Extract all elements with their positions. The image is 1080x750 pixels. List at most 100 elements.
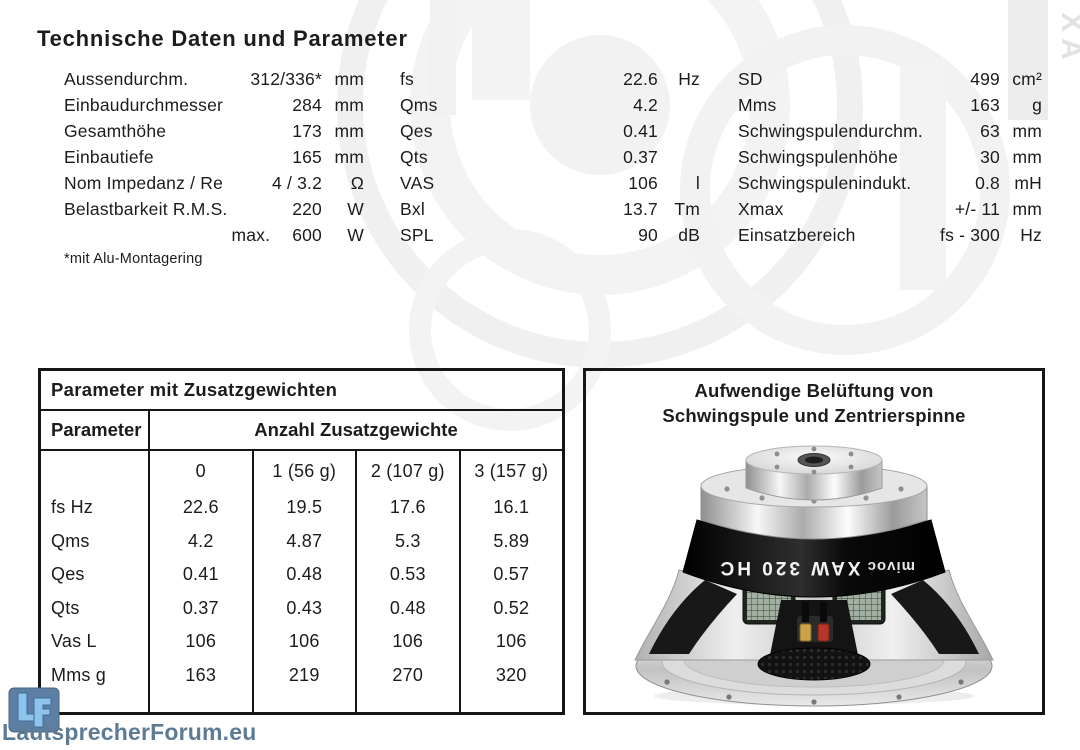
table-value-cell: 0.48 — [251, 558, 356, 592]
spec-label: Einbautiefe — [64, 146, 154, 167]
spec-unit: W — [347, 224, 364, 245]
table-row: fs Hz 22.6 19.5 17.6 16.1 — [41, 491, 562, 525]
weights-table-group-header: Anzahl Zusatzgewichte — [148, 411, 562, 449]
spec-value: 106 — [628, 172, 658, 193]
spec-label: max. — [231, 224, 271, 245]
table-value-cell: 0.48 — [355, 591, 459, 625]
table-value-cell: 4.2 — [148, 524, 252, 558]
weights-subheader-cell: 2 (107 g) — [355, 451, 459, 491]
photo-caption-line1: Aufwendige Belüftung von — [694, 380, 934, 401]
spec-label: Schwingspulendurchm. — [738, 120, 923, 141]
spec-row: Gesamthöhe 173 mm — [64, 118, 364, 144]
table-value-cell: 5.3 — [355, 524, 459, 558]
spec-value: +/- 11 — [954, 198, 1000, 219]
spec-row: VAS 106 l — [400, 170, 700, 196]
spec-unit: l — [695, 172, 700, 193]
table-param-cell: Qes — [51, 564, 85, 585]
spec-unit: mm — [1012, 120, 1042, 141]
spec-unit: dB — [678, 224, 700, 245]
footnote: *mit Alu-Montagering — [64, 251, 203, 267]
table-value-cell: 0.41 — [148, 558, 252, 592]
table-value-cell: 0.57 — [458, 558, 563, 592]
terminal-gold — [799, 623, 812, 642]
spec-label: Bxl — [400, 198, 425, 219]
spec-row: Einbaudurchmesser 284 mm — [64, 92, 364, 118]
table-row: Qts 0.37 0.43 0.48 0.52 — [41, 591, 563, 625]
photo-caption-line2: Schwingspule und Zentrierspinne — [662, 405, 966, 426]
spec-unit: g — [1032, 94, 1042, 115]
spec-row: Schwingspulenindukt. 0.8 mH — [738, 170, 1042, 196]
table-param-cell: Vas L — [51, 631, 97, 652]
table-value-cell: 5.89 — [458, 524, 563, 558]
filler-cell — [458, 692, 563, 712]
pole-bolts — [774, 446, 854, 475]
spec-row: Qts 0.37 — [400, 144, 700, 170]
table-value-cell: 0.52 — [458, 591, 563, 625]
spec-row: Aussendurchm. 312/336* mm — [64, 66, 364, 92]
spec-label: Nom Impedanz / Re — [64, 172, 224, 193]
spec-label: Gesamthöhe — [64, 120, 167, 141]
spec-label: Xmax — [738, 198, 784, 219]
filler-cell — [148, 692, 252, 712]
spec-value: 0.8 — [975, 172, 1000, 193]
spec-label: fs — [400, 68, 415, 89]
spec-value: fs - 300 — [940, 224, 1000, 245]
spec-row: Bxl 13.7 Tm — [400, 196, 700, 222]
weights-subheader-empty-cell — [41, 451, 148, 491]
table-value-cell: 320 — [458, 658, 563, 692]
spec-unit: Hz — [678, 68, 700, 89]
spec-value: 0.37 — [623, 146, 658, 167]
spec-row: Qes 0.41 — [400, 118, 700, 144]
spec-row: SD 499 cm² — [738, 66, 1042, 92]
spec-unit: mm — [1012, 146, 1042, 167]
basket-window-left — [649, 580, 737, 654]
spec-unit: Tm — [674, 198, 700, 219]
spec-value: 173 — [292, 120, 322, 141]
table-value-cell: 19.5 — [251, 491, 356, 525]
page-title: Technische Daten und Parameter — [37, 26, 408, 51]
specs-column-thiele-small: fs 22.6 Hz Qms 4.2 Qes 0.41 Qts 0.37 VAS 106 l Bxl 13… — [400, 66, 700, 248]
table-value-cell: 0.43 — [251, 591, 356, 625]
spec-unit: cm² — [1012, 68, 1042, 89]
spec-value: 220 — [292, 198, 322, 219]
spec-row: max. 600 W — [64, 222, 364, 248]
spec-value: 4.2 — [633, 94, 658, 115]
weights-table-body: fs Hz 22.6 19.5 17.6 16.1 Qms 4.2 4.87 5.3 5.89 Qe… — [41, 491, 562, 692]
spec-unit: mm — [1012, 198, 1042, 219]
speaker-rear-photo: XAW 320 HC mivoc — [634, 445, 994, 707]
table-row: Qms 4.2 4.87 5.3 5.89 — [41, 524, 563, 558]
spec-row: Belastbarkeit R.M.S. 220 W — [64, 196, 364, 222]
spec-label: Qes — [400, 120, 433, 141]
table-param-cell: fs Hz — [51, 497, 94, 518]
table-value-cell: 270 — [355, 658, 459, 692]
spec-value: 284 — [292, 94, 322, 115]
table-value-cell: 219 — [251, 658, 356, 692]
lautsprecherforum-logo-icon — [8, 687, 60, 733]
spec-value: 600 — [292, 224, 322, 245]
spec-value: 165 — [292, 146, 322, 167]
filler-cell — [251, 692, 356, 712]
table-value-cell: 163 — [148, 658, 252, 692]
spec-unit: mm — [334, 120, 364, 141]
spec-value: 22.6 — [623, 68, 658, 89]
spec-unit: Ω — [350, 172, 364, 193]
svg-text:XA: XA — [1055, 12, 1080, 66]
table-row: Mms g 163 219 270 320 — [41, 658, 563, 692]
spec-row: Einbautiefe 165 mm — [64, 144, 364, 170]
spec-label: Einbaudurchmesser — [64, 94, 224, 115]
table-param-cell: Qms — [51, 530, 90, 551]
weights-table-title: Parameter mit Zusatzgewichten — [41, 371, 562, 411]
table-value-cell: 0.53 — [355, 558, 459, 592]
spec-label: Mms — [738, 94, 777, 115]
table-row: Vas L 106 106 106 106 — [41, 625, 562, 659]
basket-window-right — [891, 580, 979, 654]
spec-label: VAS — [400, 172, 435, 193]
spec-unit: mm — [334, 68, 364, 89]
table-value-cell: 4.87 — [251, 524, 356, 558]
spec-label: SPL — [400, 224, 434, 245]
table-value-cell: 17.6 — [355, 491, 459, 525]
logo-letter-f — [33, 697, 52, 728]
spec-row: Einsatzbereich fs - 300 Hz — [738, 222, 1042, 248]
spec-row: Schwingspulenhöhe 30 mm — [738, 144, 1042, 170]
